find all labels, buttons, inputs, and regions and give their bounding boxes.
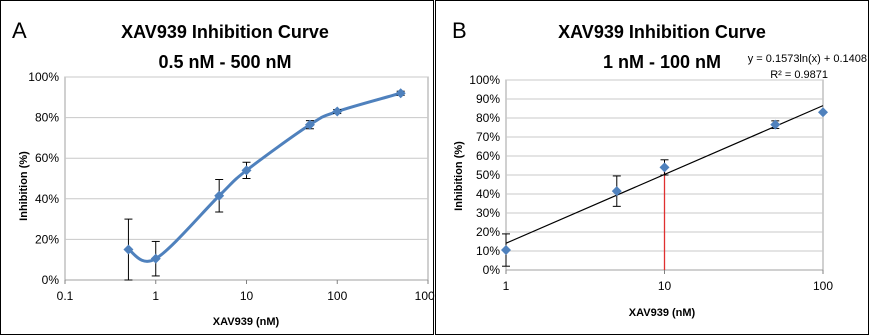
panel-b-subtitle: 1 nM - 100 nM	[603, 52, 721, 72]
a-y-tick-label: 20%	[35, 232, 59, 246]
a-x-tick-label: 100	[327, 289, 347, 303]
panel-a-label: A	[12, 18, 27, 43]
panel-b-label: B	[452, 18, 467, 43]
b-y-tick-label: 10%	[476, 244, 500, 258]
b-y-tick-label: 70%	[476, 130, 500, 144]
panel-b: B XAV939 Inhibition Curve 1 nM - 100 nM …	[435, 0, 869, 335]
panel-a-y-axis-label: Inhibition (%)	[18, 151, 30, 221]
b-y-tick-label: 90%	[476, 92, 500, 106]
b-y-tick-label: 80%	[476, 111, 500, 125]
a-data-point	[241, 165, 252, 176]
panel-a-x-axis-label: XAV939 (nM)	[213, 316, 280, 328]
b-data-point	[501, 245, 511, 256]
panel-b-x-axis-label: XAV939 (nM)	[629, 307, 696, 319]
a-y-tick-label: 60%	[35, 151, 59, 165]
a-y-tick-label: 0%	[42, 273, 60, 287]
b-y-tick-label: 40%	[476, 187, 500, 201]
b-data-point	[818, 107, 828, 118]
b-y-tick-label: 20%	[476, 225, 500, 239]
panel-a-plot	[123, 88, 406, 281]
b-y-tick-label: 60%	[476, 149, 500, 163]
panel-a-subtitle: 0.5 nM - 500 nM	[158, 52, 291, 72]
a-x-tick-label: 10	[240, 289, 254, 303]
b-data-point	[659, 162, 670, 173]
panel-b-grid	[505, 79, 824, 271]
a-data-point	[150, 253, 161, 264]
b-x-tick-label: 1	[503, 279, 510, 293]
b-y-tick-label: 50%	[476, 168, 500, 182]
a-x-tick-label: 1	[152, 289, 159, 303]
b-data-point	[770, 119, 781, 130]
panel-a-y-ticks: 0% 20% 40% 60% 80% 100%	[28, 70, 59, 287]
a-y-tick-label: 100%	[28, 70, 59, 84]
a-x-tick-label: 0.1	[57, 289, 74, 303]
a-y-tick-label: 40%	[35, 192, 59, 206]
a-data-point	[214, 190, 225, 201]
b-y-tick-label: 30%	[476, 206, 500, 220]
panel-b-x-ticks: 1 10 100	[503, 270, 833, 293]
panel-b-plot	[501, 105, 828, 270]
a-data-point	[304, 119, 315, 130]
panel-a-x-ticks: 0.1 1 10 100 1000	[57, 280, 442, 303]
trendline-r-squared: R² = 0.9871	[770, 69, 828, 81]
b-data-point	[611, 186, 622, 197]
b-x-tick-label: 100	[813, 279, 833, 293]
b-y-tick-label: 0%	[483, 263, 501, 277]
panel-b-y-ticks: 0% 10% 20% 30% 40% 50% 60% 70% 80% 90% 100%	[469, 73, 500, 277]
panel-a-title: XAV939 Inhibition Curve	[121, 22, 329, 42]
panel-b-y-axis-label: Inhibition (%)	[453, 141, 465, 211]
panel-a: A XAV939 Inhibition Curve 0.5 nM - 500 n…	[0, 0, 442, 335]
trendline-equation: y = 0.1573ln(x) + 0.1408	[748, 53, 867, 65]
a-x-tick-label: 1000	[415, 289, 442, 303]
a-data-point	[332, 106, 343, 117]
a-data-point	[395, 88, 406, 99]
a-y-tick-label: 80%	[35, 111, 59, 125]
panel-b-title: XAV939 Inhibition Curve	[558, 22, 766, 42]
b-x-tick-label: 10	[658, 279, 672, 293]
a-data-point	[123, 244, 134, 255]
b-y-tick-label: 100%	[469, 73, 500, 87]
